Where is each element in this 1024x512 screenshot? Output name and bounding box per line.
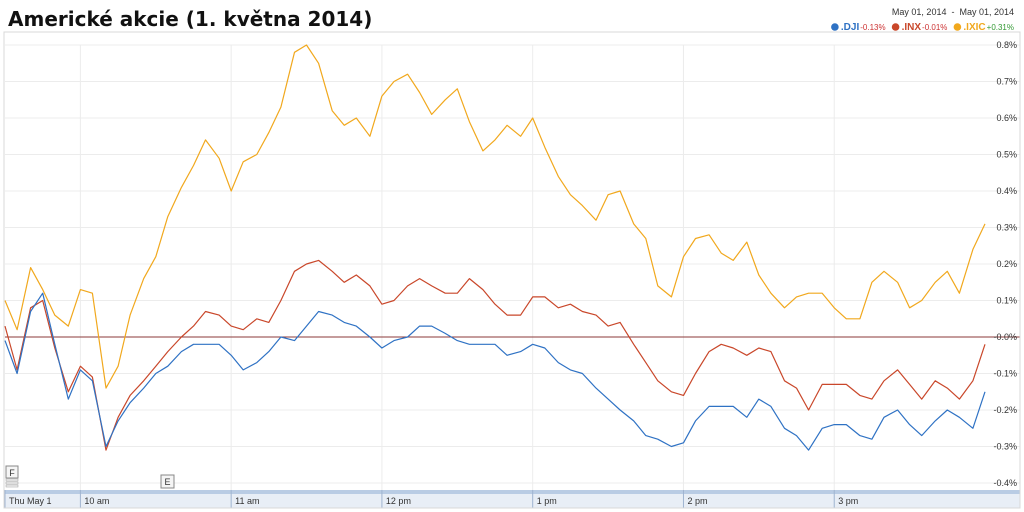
marker-e-label: E	[164, 477, 170, 487]
legend-symbol: .DJI	[841, 22, 860, 33]
marker-f-stack-3	[5, 484, 19, 488]
y-tick-labels: 0.8% 0.7% 0.6% 0.5% 0.4% 0.3% 0.2% 0.1% -0.0% -0.…	[993, 40, 1017, 488]
series-lines	[4, 44, 986, 451]
series-line-dji	[4, 292, 986, 451]
marker-e-box	[160, 474, 175, 489]
y-tick-label: -0.2%	[993, 405, 1017, 415]
y-tick-label: 0.6%	[996, 113, 1017, 123]
x-tick-label: Thu May 1	[9, 496, 52, 506]
series-line-ixic	[4, 44, 986, 389]
timeline-background	[4, 490, 1020, 508]
marker-f-stack-1	[5, 478, 19, 482]
legend: +0.31%.IXIC -0.01%.INX -0.13%.DJI	[831, 22, 1014, 33]
legend-change: -0.01%	[922, 23, 947, 32]
chart-border	[3, 31, 1021, 509]
y-tick-label: -0.1%	[993, 369, 1017, 379]
marker-e[interactable]: E	[160, 474, 175, 489]
y-tick-label: -0.3%	[993, 442, 1017, 452]
y-tick-label: 0.5%	[996, 150, 1017, 160]
x-tick-label: 3 pm	[838, 496, 858, 506]
y-tick-label: 0.3%	[996, 223, 1017, 233]
y-tick-label: -0.4%	[993, 478, 1017, 488]
chart-title: Americké akcie (1. května 2014)	[8, 7, 372, 31]
marker-f-label: F	[9, 468, 15, 478]
legend-change: +0.31%	[987, 23, 1014, 32]
marker-f[interactable]: F	[5, 465, 19, 488]
y-tick-label: 0.2%	[996, 259, 1017, 269]
series-line-inx	[4, 259, 986, 451]
marker-f-stack-2	[5, 481, 19, 485]
x-tick-label: 10 am	[84, 496, 109, 506]
y-tick-label: 0.1%	[996, 296, 1017, 306]
legend-dot	[831, 23, 839, 31]
date-range: May 01, 2014 - May 01, 2014	[892, 7, 1014, 17]
x-tick-label: 2 pm	[687, 496, 707, 506]
legend-symbol: .IXIC	[963, 22, 985, 33]
y-tick-label: 0.4%	[996, 186, 1017, 196]
y-tick-label: 0.8%	[996, 40, 1017, 50]
x-tick-label: 1 pm	[537, 496, 557, 506]
legend-change: -0.13%	[860, 23, 885, 32]
legend-symbol: .INX	[902, 22, 922, 33]
x-tick-labels: Thu May 1 10 am 11 am 12 pm 1 pm 2 pm 3 pm	[4, 490, 858, 508]
marker-f-box	[5, 465, 19, 479]
legend-dot	[891, 23, 900, 31]
x-tick-label: 12 pm	[386, 496, 411, 506]
timeline-top-border	[4, 490, 1020, 494]
y-tick-label: -0.0%	[993, 332, 1017, 342]
x-tick-label: 11 am	[235, 496, 259, 506]
legend-dot	[953, 23, 962, 31]
timeline-bar[interactable]: Thu May 1 10 am 11 am 12 pm 1 pm 2 pm 3 pm	[4, 490, 1020, 508]
y-tick-label: 0.7%	[996, 77, 1017, 87]
